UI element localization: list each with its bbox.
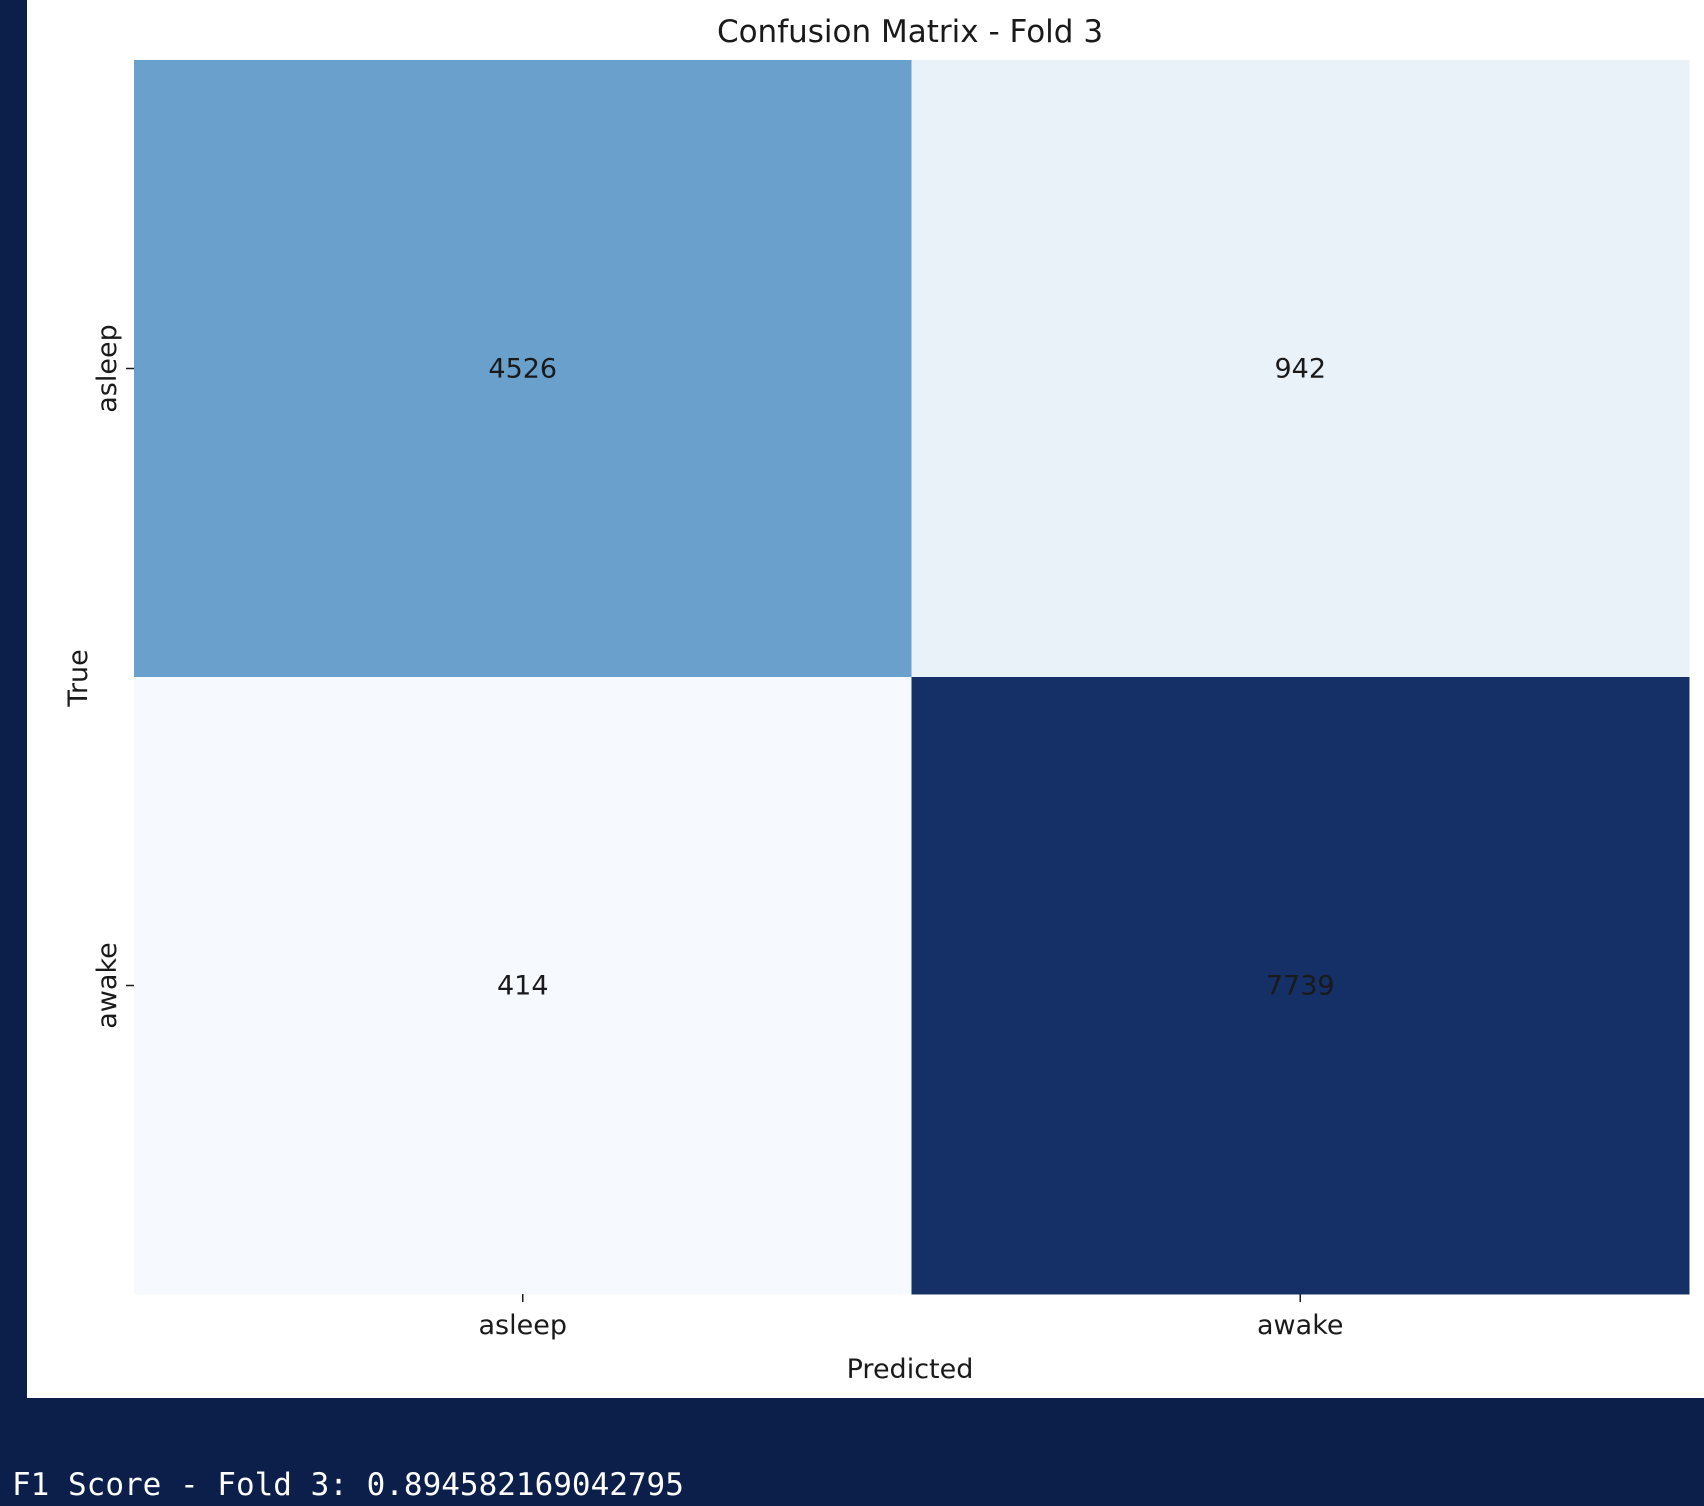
cell-annotation-awake-asleep: 414 [497, 971, 549, 1002]
cell-annotation-asleep-awake: 942 [1274, 354, 1326, 385]
heatmap-cells [134, 60, 1690, 1295]
confusion-matrix-chart: Confusion Matrix - Fold 3 4526 942 414 7739… [63, 14, 1690, 1385]
x-tick-label-awake: awake [1257, 1310, 1343, 1341]
x-axis-ticks: asleep awake [479, 1294, 1343, 1341]
heatmap-cell-asleep-asleep [134, 60, 912, 678]
y-tick-label-awake: awake [92, 942, 123, 1028]
x-tick-label-asleep: asleep [479, 1310, 567, 1341]
cell-annotations: 4526 942 414 7739 [488, 354, 1334, 1002]
f1-score-output: F1 Score - Fold 3: 0.894582169042795 [12, 1467, 684, 1503]
cell-annotation-asleep-asleep: 4526 [488, 354, 557, 385]
heatmap-cell-awake-asleep [134, 677, 912, 1295]
heatmap-cell-asleep-awake [911, 60, 1690, 678]
y-axis-ticks: asleep awake [92, 324, 134, 1029]
y-axis-label: True [63, 649, 94, 707]
heatmap-cell-awake-awake [911, 677, 1690, 1295]
chart-title: Confusion Matrix - Fold 3 [717, 14, 1103, 50]
cell-annotation-awake-awake: 7739 [1266, 971, 1335, 1002]
y-tick-label-asleep: asleep [92, 324, 123, 412]
confusion-matrix-figure: Confusion Matrix - Fold 3 4526 942 414 7739… [27, 0, 1704, 1398]
x-axis-label: Predicted [847, 1354, 974, 1385]
